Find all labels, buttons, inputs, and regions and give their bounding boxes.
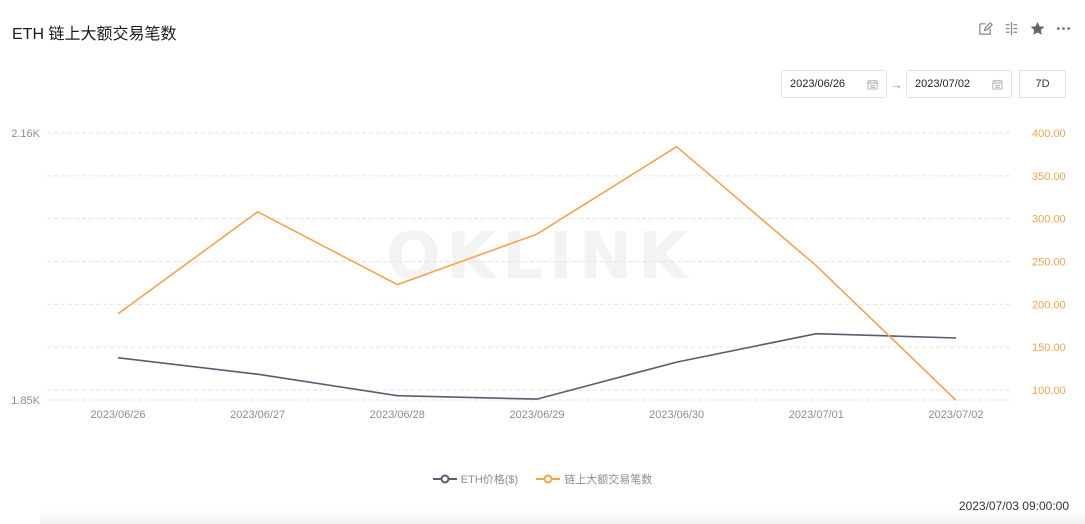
x-axis-tick: 2023/07/02 — [928, 409, 983, 421]
start-date-value: 2023/06/26 — [790, 78, 846, 90]
start-date-input[interactable]: 2023/06/26 — [781, 70, 887, 98]
page-title: ETH 链上大额交易笔数 — [12, 26, 177, 43]
x-axis-tick: 2023/07/01 — [789, 409, 844, 421]
chart-toolbar — [977, 20, 1071, 36]
left-axis-tick: 2.16K — [11, 128, 40, 140]
legend-label: ETH价格($) — [460, 474, 519, 486]
legend-line-marker-icon — [536, 474, 561, 484]
right-axis-tick: 250.00 — [1032, 257, 1066, 269]
compare-icon[interactable] — [1003, 20, 1019, 36]
calendar-icon — [867, 79, 878, 90]
legend-item-eth-price[interactable]: ETH价格($) — [432, 471, 519, 487]
eth-price-line — [117, 332, 957, 400]
data-timestamp: 2023/07/03 09:00:00 — [958, 499, 1069, 513]
range-arrow-icon: → — [890, 76, 903, 92]
right-axis-tick: 350.00 — [1032, 171, 1066, 183]
date-range-picker: 2023/06/26 → 2023/07/02 7D — [781, 70, 1066, 98]
x-axis-tick: 2023/06/27 — [230, 409, 285, 421]
end-date-value: 2023/07/02 — [915, 78, 971, 90]
large-tx-count-line — [117, 145, 957, 401]
x-axis-tick: 2023/06/26 — [90, 409, 145, 421]
x-axis-tick: 2023/06/28 — [370, 409, 425, 421]
footer-shadow — [40, 510, 1085, 524]
end-date-input[interactable]: 2023/07/02 — [906, 70, 1012, 98]
right-axis-tick: 400.00 — [1032, 128, 1066, 140]
left-axis-tick: 1.85K — [11, 395, 40, 407]
x-axis-tick: 2023/06/29 — [509, 409, 564, 421]
right-axis-tick: 300.00 — [1032, 214, 1066, 226]
star-icon[interactable] — [1029, 20, 1045, 36]
line-chart: OKLINK 2.16K 1.85K 400.00 350.00 300.00 250.00… — [11, 128, 1066, 421]
more-icon[interactable] — [1055, 20, 1071, 36]
legend-item-large-tx-count[interactable]: 链上大额交易笔数 — [536, 471, 652, 487]
calendar-icon — [992, 79, 1003, 90]
watermark: OKLINK — [386, 220, 694, 294]
preset-7d-button[interactable]: 7D — [1019, 70, 1066, 98]
x-axis-tick: 2023/06/30 — [649, 409, 704, 421]
right-axis-tick: 100.00 — [1032, 385, 1066, 397]
right-axis-tick: 200.00 — [1032, 299, 1066, 311]
right-axis-tick: 150.00 — [1032, 342, 1066, 354]
legend-line-marker-icon — [432, 474, 457, 484]
chart-legend: ETH价格($) 链上大额交易笔数 — [0, 471, 1085, 487]
legend-label: 链上大额交易笔数 — [564, 474, 653, 486]
edit-icon[interactable] — [977, 20, 993, 36]
